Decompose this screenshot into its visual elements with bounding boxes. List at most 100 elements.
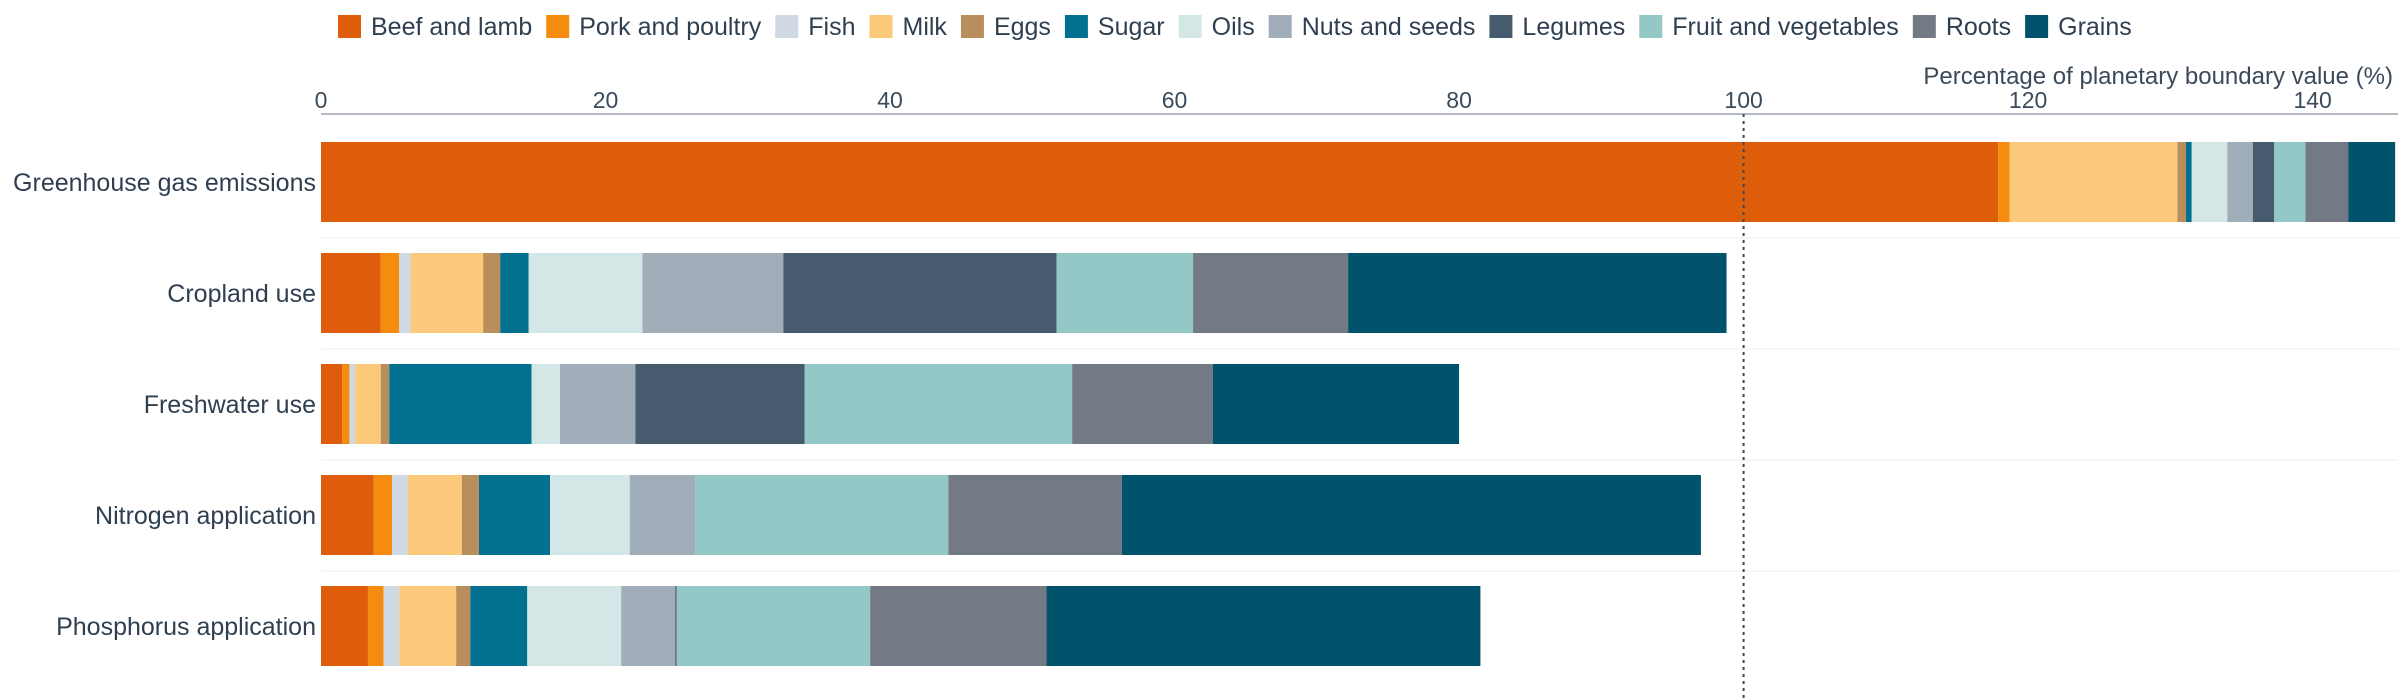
x-tick-label-1: 20 [593, 87, 619, 113]
bar-segment-0-3 [2009, 142, 2178, 222]
category-label-1: Cropland use [167, 280, 316, 308]
bar-segment-3-9 [695, 475, 949, 555]
legend-swatch-5 [1064, 15, 1088, 38]
bar-segment-2-1 [342, 364, 350, 444]
legend-label-8: Legumes [1522, 13, 1625, 41]
category-label-0: Greenhouse gas emissions [13, 169, 316, 197]
legend-label-0: Beef and lamb [371, 13, 532, 41]
row-separators [321, 237, 2398, 572]
bar-segment-4-5 [470, 586, 528, 666]
bar-segment-2-10 [1072, 364, 1213, 444]
bar-segment-4-4 [456, 586, 471, 666]
x-tick-label-2: 40 [877, 87, 903, 113]
category-label-2: Freshwater use [144, 391, 316, 419]
legend-swatch-9 [1639, 15, 1663, 38]
legend-label-6: Oils [1212, 13, 1255, 41]
legend: Beef and lamb Pork and poultry Fish Milk Egg… [338, 13, 2132, 41]
bar-segment-2-5 [389, 364, 532, 444]
legend-swatch-10 [1912, 15, 1936, 38]
legend-label-2: Fish [808, 13, 855, 41]
legend-label-7: Nuts and seeds [1302, 13, 1476, 41]
bar-segment-0-8 [2252, 142, 2275, 222]
legend-swatch-6 [1178, 15, 1202, 38]
bar-segment-3-10 [948, 475, 1122, 555]
bar-segment-2-3 [355, 364, 381, 444]
legend-swatch-8 [1489, 15, 1513, 38]
x-axis-title: Percentage of planetary boundary value (… [1923, 63, 2393, 90]
bar-segment-4-2 [383, 586, 400, 666]
legend-label-9: Fruit and vegetables [1672, 13, 1899, 41]
bar-segment-4-1 [367, 586, 384, 666]
bar-segment-3-4 [461, 475, 479, 555]
bar-segment-3-7 [629, 475, 696, 555]
x-tick-label-7: 140 [2293, 87, 2331, 113]
legend-swatch-0 [338, 15, 361, 38]
bar-segment-1-1 [380, 253, 400, 333]
bar-segment-4-3 [399, 586, 457, 666]
category-label-4: Phosphorus application [56, 613, 316, 641]
bar-segment-1-7 [642, 253, 784, 333]
bar-segment-3-6 [550, 475, 630, 555]
bar-segment-0-9 [2274, 142, 2306, 222]
bar-segment-3-11 [1121, 475, 1701, 555]
bar-segment-1-2 [399, 253, 411, 333]
bar-segment-4-8 [675, 586, 677, 666]
legend-swatch-3 [869, 15, 893, 38]
bar-segment-4-10 [870, 586, 1047, 666]
category-labels: Greenhouse gas emissions Cropland use Fres… [13, 169, 316, 641]
bar-segment-1-11 [1348, 253, 1727, 333]
bar-segment-2-11 [1212, 364, 1460, 444]
bar-segment-3-3 [407, 475, 462, 555]
legend-swatch-11 [2025, 15, 2049, 38]
x-tick-label-6: 120 [2009, 87, 2047, 113]
bar-segment-0-11 [2348, 142, 2396, 222]
bar-segment-3-2 [392, 475, 408, 555]
x-tick-label-0: 0 [315, 87, 328, 113]
bar-segment-2-7 [559, 364, 636, 444]
bar-segment-4-11 [1046, 586, 1481, 666]
x-tick-label-4: 80 [1446, 87, 1472, 113]
bar-segment-3-0 [321, 475, 374, 555]
legend-label-5: Sugar [1098, 13, 1165, 41]
bar-segment-0-1 [1998, 142, 2010, 222]
bar-segment-0-0 [321, 142, 1999, 222]
legend-label-4: Eggs [994, 13, 1051, 41]
bar-segment-2-4 [380, 364, 390, 444]
legend-swatch-7 [1268, 15, 1292, 38]
bar-segment-2-6 [531, 364, 560, 444]
bar-segment-1-6 [528, 253, 643, 333]
bar-segment-3-5 [478, 475, 551, 555]
legend-label-11: Grains [2058, 13, 2132, 41]
legend-swatch-2 [775, 15, 799, 38]
bar-segment-4-7 [621, 586, 676, 666]
bars [321, 142, 2396, 666]
bar-segment-2-2 [349, 364, 356, 444]
bar-segment-2-9 [804, 364, 1073, 444]
bar-segment-4-0 [321, 586, 368, 666]
x-tick-label-3: 60 [1162, 87, 1188, 113]
bar-segment-0-5 [2186, 142, 2192, 222]
legend-label-1: Pork and poultry [579, 13, 762, 41]
bar-segment-0-10 [2305, 142, 2349, 222]
x-axis: 0 20 40 60 80 100 120 140 [315, 87, 2398, 115]
bar-segment-1-5 [500, 253, 529, 333]
bar-segment-3-1 [373, 475, 393, 555]
bar-segment-1-9 [1056, 253, 1194, 333]
legend-label-10: Roots [1946, 13, 2011, 41]
bar-segment-4-6 [527, 586, 622, 666]
legend-swatch-4 [960, 15, 984, 38]
legend-label-3: Milk [903, 13, 948, 41]
bar-segment-1-0 [321, 253, 381, 333]
bar-segment-2-0 [321, 364, 343, 444]
bar-segment-4-9 [676, 586, 871, 666]
bar-segment-1-3 [410, 253, 484, 333]
bar-segment-1-8 [783, 253, 1057, 333]
bar-segment-0-6 [2191, 142, 2228, 222]
bar-segment-0-4 [2177, 142, 2187, 222]
category-label-3: Nitrogen application [95, 502, 316, 530]
bar-segment-1-10 [1193, 253, 1349, 333]
bar-segment-0-7 [2227, 142, 2253, 222]
bar-segment-1-4 [483, 253, 501, 333]
bar-segment-2-8 [635, 364, 805, 444]
